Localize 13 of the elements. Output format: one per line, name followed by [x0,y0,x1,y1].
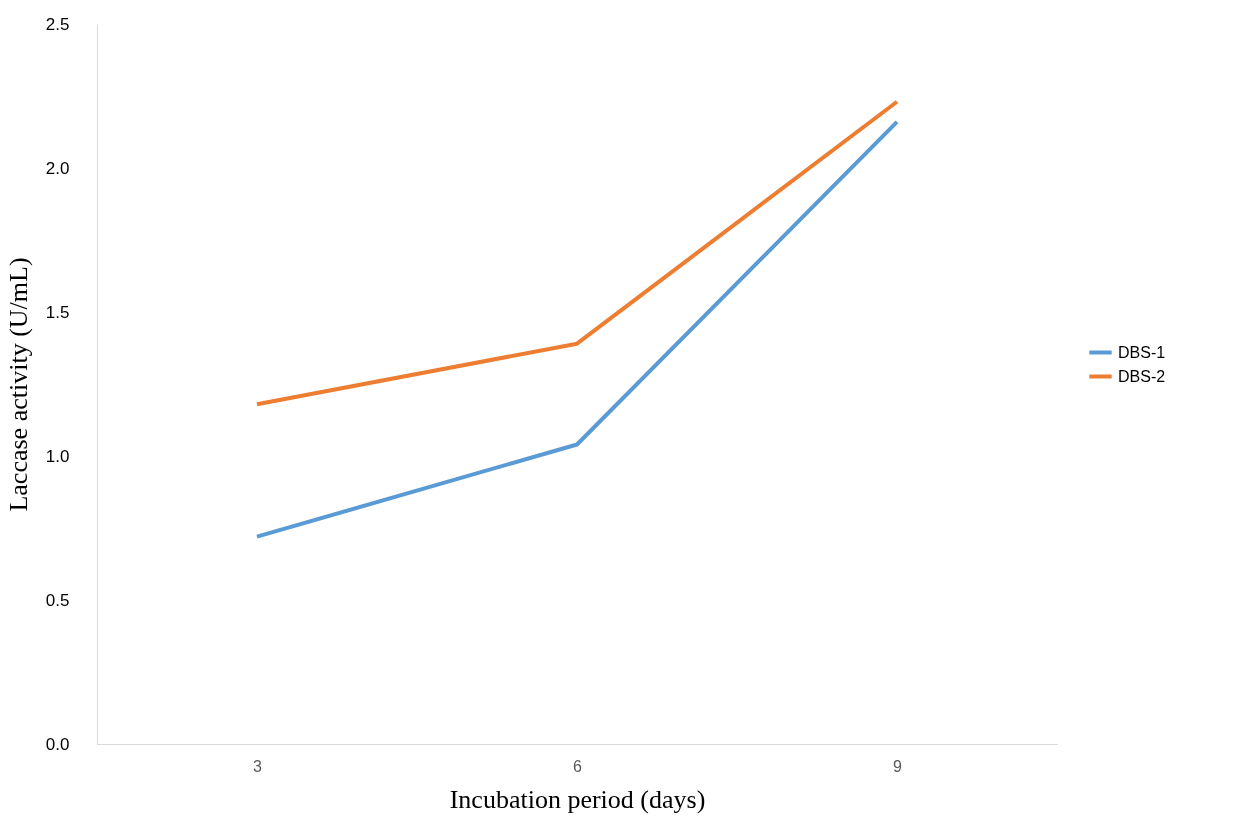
y-tick-label: 0.5 [45,590,70,610]
x-tick-label: 9 [893,757,903,775]
x-axis-title: Incubation period (days) [449,784,706,814]
y-tick-label: 2.0 [45,158,70,178]
legend-label: DBS-1 [1118,343,1166,361]
y-axis-title: Laccase activity (U/mL) [3,257,33,512]
y-tick-label: 1.0 [45,446,70,466]
legend-label: DBS-2 [1118,367,1166,385]
x-tick-label: 3 [253,757,263,775]
y-tick-label: 1.5 [45,302,70,322]
x-tick-label: 6 [573,757,583,775]
y-tick-label: 2.5 [45,14,70,34]
y-tick-label: 0.0 [45,734,70,754]
